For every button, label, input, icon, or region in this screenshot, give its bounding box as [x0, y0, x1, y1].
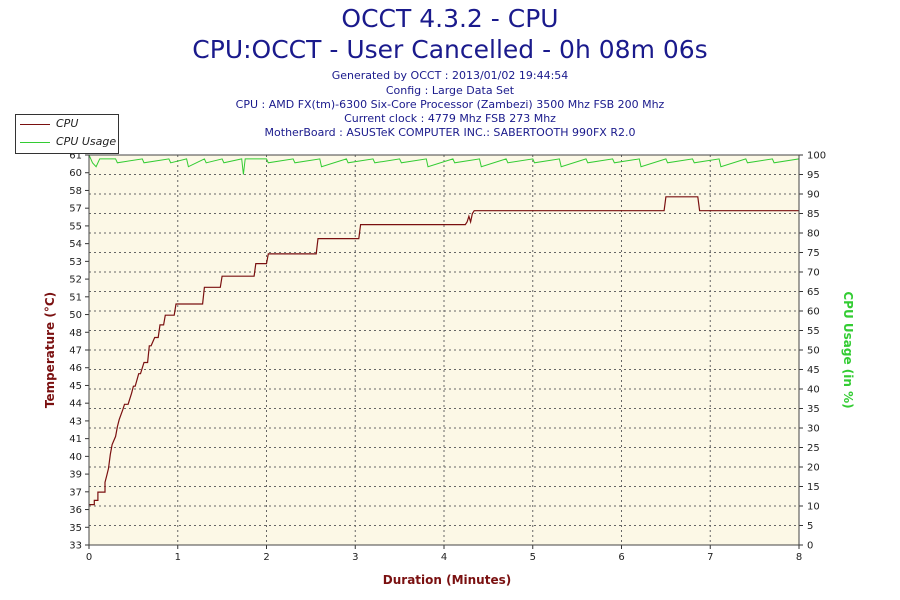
y-axis-label: Temperature (°C): [43, 292, 57, 408]
y2-tick-label: 70: [807, 268, 820, 279]
x-tick-label: 7: [707, 552, 713, 563]
y-tick-label: 50: [69, 310, 82, 321]
legend-label-cpu: CPU: [56, 117, 79, 130]
info-config: Config : Large Data Set: [385, 84, 515, 97]
y-tick-label: 40: [69, 452, 82, 463]
y-tick-label: 41: [69, 434, 82, 445]
y-tick-label: 45: [69, 381, 82, 392]
y2-tick-label: 95: [807, 170, 820, 181]
x-axis-label: Duration (Minutes): [383, 573, 511, 587]
x-tick-label: 5: [530, 552, 536, 563]
chart-legend: CPU CPU Usage: [15, 114, 119, 154]
x-tick-label: 8: [796, 552, 802, 563]
y-tick-label: 44: [69, 399, 82, 410]
y2-tick-label: 55: [807, 326, 820, 337]
y2-axis-label: CPU Usage (in %): [841, 291, 855, 408]
y2-tick-label: 85: [807, 209, 820, 220]
x-tick-label: 4: [441, 552, 447, 563]
info-generated: Generated by OCCT : 2013/01/02 19:44:54: [331, 69, 569, 82]
series-line-cpu-usage: [88, 154, 800, 175]
info-motherboard: MotherBoard : ASUSTeK COMPUTER INC.: SAB…: [264, 126, 636, 139]
y2-tick-label: 0: [807, 541, 813, 552]
legend-entry-cpu: CPU: [20, 117, 116, 131]
y-tick-label: 46: [69, 363, 82, 374]
y2-tick-label: 65: [807, 287, 820, 298]
y-tick-label: 60: [69, 168, 82, 179]
y-tick-label: 57: [69, 204, 82, 215]
y-tick-label: 37: [69, 487, 82, 498]
y2-tick-label: 15: [807, 482, 820, 493]
y2-tick-label: 10: [807, 502, 820, 513]
y-tick-label: 33: [69, 541, 82, 552]
y-tick-label: 43: [69, 416, 82, 427]
y-tick-label: 52: [69, 275, 82, 286]
y2-tick-label: 60: [807, 307, 820, 318]
x-tick-label: 3: [352, 552, 358, 563]
chart-title: OCCT 4.3.2 - CPU: [341, 4, 559, 33]
y-tick-label: 36: [69, 505, 82, 516]
y2-tick-label: 5: [807, 521, 813, 532]
y2-tick-label: 30: [807, 424, 820, 435]
y-tick-label: 48: [69, 328, 82, 339]
y-tick-label: 47: [69, 346, 82, 357]
y2-tick-label: 80: [807, 229, 820, 240]
legend-entry-cpu-usage: CPU Usage: [20, 135, 116, 149]
y-tick-label: 35: [69, 523, 82, 534]
legend-swatch-cpu: [20, 124, 50, 125]
y-tick-label: 53: [69, 257, 82, 268]
y2-tick-label: 35: [807, 404, 820, 415]
y2-tick-label: 45: [807, 365, 820, 376]
y2-tick-label: 40: [807, 385, 820, 396]
info-clock: Current clock : 4779 Mhz FSB 273 Mhz: [344, 112, 556, 125]
y-tick-label: 51: [69, 292, 82, 303]
axis-ticks: 0 1 2 3 4 5 6 7 83335363739404143444546474850515…: [69, 151, 826, 564]
y-tick-label: 54: [69, 239, 82, 250]
y2-tick-label: 20: [807, 463, 820, 474]
x-tick-label: 2: [263, 552, 269, 563]
y2-tick-label: 25: [807, 443, 820, 454]
grid-lines: [89, 155, 799, 545]
y-tick-label: 39: [69, 470, 82, 481]
x-tick-label: 6: [618, 552, 624, 563]
y2-tick-label: 75: [807, 248, 820, 259]
y-tick-label: 55: [69, 221, 82, 232]
plot-border: [88, 154, 800, 546]
legend-label-cpu-usage: CPU Usage: [56, 135, 117, 148]
legend-swatch-cpu-usage: [20, 142, 50, 143]
info-cpu: CPU : AMD FX(tm)-6300 Six-Core Processor…: [235, 98, 665, 111]
y2-tick-label: 100: [807, 151, 826, 162]
series-line-cpu: [89, 196, 799, 506]
y-tick-label: 58: [69, 186, 82, 197]
x-tick-label: 1: [175, 552, 181, 563]
y2-tick-label: 50: [807, 346, 820, 357]
y-tick-label: 61: [69, 151, 82, 162]
chart-subtitle: CPU:OCCT - User Cancelled - 0h 08m 06s: [192, 35, 708, 64]
x-tick-label: 0: [86, 552, 92, 563]
y2-tick-label: 90: [807, 190, 820, 201]
